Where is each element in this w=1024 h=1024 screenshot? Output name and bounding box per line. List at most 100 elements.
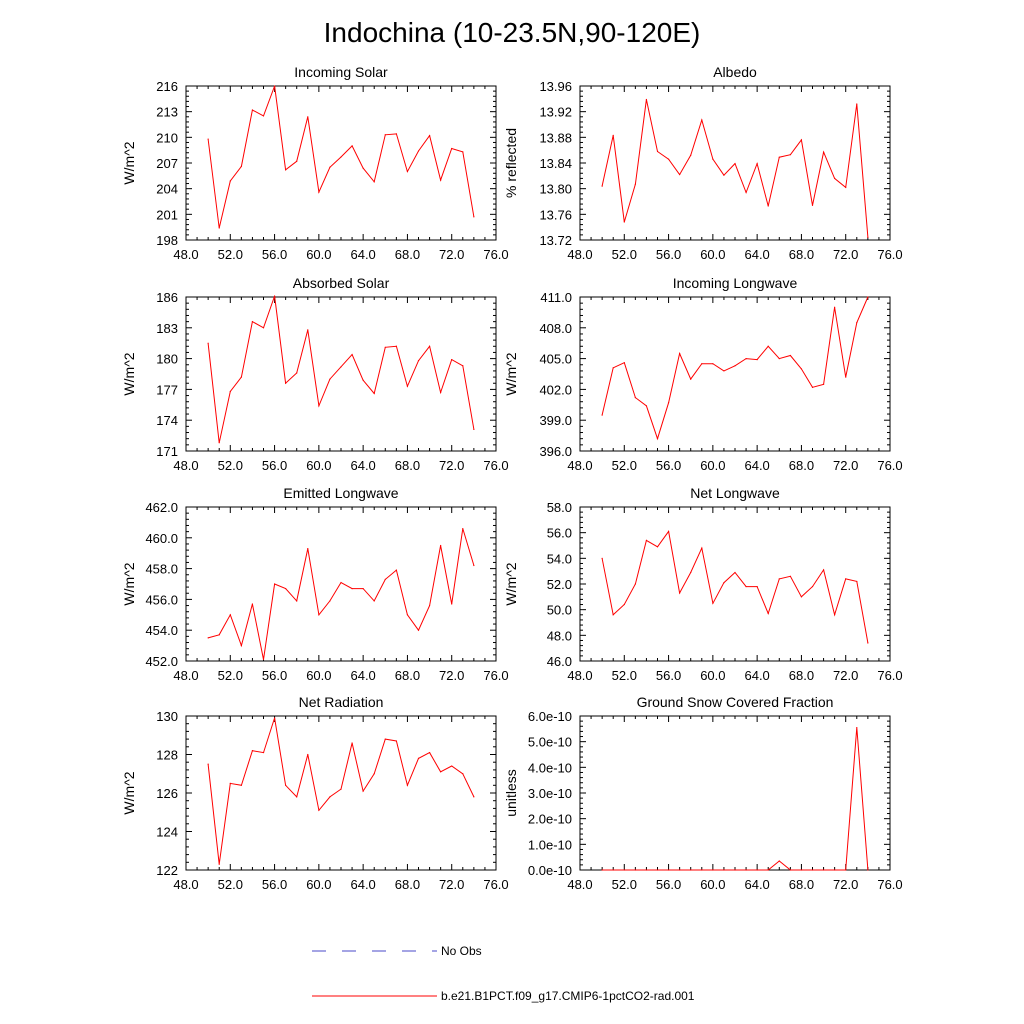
data-point (307, 547, 309, 550)
data-point (767, 205, 769, 207)
series-line (207, 717, 475, 865)
legend-label: b.e21.B1PCT.f09_g17.CMIP6-1pctCO2-rad.00… (441, 989, 695, 1003)
series-line (601, 296, 869, 441)
y-axis-label: W/m^2 (503, 562, 519, 605)
x-tick-label: 72.0 (439, 877, 464, 892)
y-axis-label: W/m^2 (503, 352, 519, 395)
data-point (307, 116, 309, 118)
data-point (679, 173, 681, 176)
data-point (834, 177, 836, 179)
data-point (262, 658, 265, 661)
data-point (623, 603, 625, 606)
data-point (451, 359, 453, 361)
data-point (656, 438, 659, 440)
x-tick-label: 68.0 (395, 247, 420, 262)
data-point (679, 592, 681, 594)
series-line (601, 530, 869, 644)
data-point (440, 544, 442, 547)
legend-item: b.e21.B1PCT.f09_g17.CMIP6-1pctCO2-rad.00… (312, 989, 695, 1003)
data-point (428, 345, 431, 347)
data-point (756, 163, 758, 165)
x-tick-label: 76.0 (483, 247, 508, 262)
data-point (406, 614, 409, 616)
x-tick-label: 60.0 (306, 458, 331, 473)
data-point (462, 365, 464, 367)
x-tick-label: 76.0 (483, 668, 508, 683)
data-point (845, 869, 847, 871)
data-point (329, 796, 331, 798)
data-point (612, 367, 614, 369)
chart-title: Emitted Longwave (283, 485, 398, 501)
x-tick-label: 68.0 (395, 458, 420, 473)
data-point (318, 614, 320, 616)
data-point (296, 600, 298, 602)
data-point (251, 109, 254, 111)
data-point (800, 869, 803, 871)
data-point (318, 405, 320, 407)
x-tick-label: 60.0 (306, 877, 331, 892)
y-tick-label: 128 (156, 748, 178, 763)
data-point (218, 442, 220, 444)
data-point (440, 391, 442, 394)
legend-label: No Obs (441, 944, 482, 958)
data-point (229, 390, 231, 393)
data-point (462, 773, 464, 775)
data-point (207, 763, 209, 765)
x-tick-label: 72.0 (439, 458, 464, 473)
x-tick-label: 52.0 (218, 877, 243, 892)
x-tick-label: 76.0 (877, 247, 902, 262)
data-point (229, 782, 231, 784)
y-tick-label: 460.0 (145, 531, 178, 546)
data-point (822, 383, 825, 385)
data-point (351, 145, 353, 147)
y-tick-label: 13.76 (539, 207, 572, 222)
data-point (428, 751, 431, 754)
x-tick-label: 68.0 (789, 458, 814, 473)
data-point (767, 345, 769, 347)
y-tick-label: 171 (156, 444, 178, 459)
chart-net-longwave: 48.0 52.0 56.0 60.0 64.0 68.0 72.0 76.046.048.0… (503, 485, 903, 683)
data-point (218, 863, 220, 865)
data-point (745, 191, 747, 194)
y-axis-label: W/m^2 (121, 352, 137, 395)
panel-grid: 48.0 52.0 56.0 60.0 64.0 68.0 72.0 76.0 198 201 20… (121, 64, 903, 892)
data-point (307, 329, 309, 331)
y-tick-label: 0.0e-10 (528, 863, 572, 878)
data-point (756, 585, 758, 588)
data-point (229, 180, 231, 182)
x-tick-label: 68.0 (395, 877, 420, 892)
data-point (745, 585, 747, 588)
data-point (723, 869, 725, 871)
data-point (778, 358, 780, 360)
data-point (789, 869, 791, 871)
data-point (623, 221, 625, 223)
data-point (417, 757, 420, 759)
x-tick-label: 64.0 (350, 668, 375, 683)
y-tick-label: 456.0 (145, 592, 178, 607)
y-tick-label: 126 (156, 786, 178, 801)
x-tick-label: 52.0 (612, 668, 637, 683)
data-point (207, 138, 209, 140)
y-tick-label: 183 (156, 321, 178, 336)
data-point (273, 583, 276, 585)
data-point (679, 352, 681, 355)
x-tick-label: 60.0 (700, 877, 725, 892)
data-point (690, 378, 692, 380)
series-line (207, 295, 475, 443)
data-point (395, 345, 397, 347)
data-point (612, 134, 614, 137)
data-point (845, 376, 847, 378)
data-point (811, 386, 814, 388)
y-tick-label: 52.0 (547, 577, 572, 592)
data-point (251, 603, 254, 605)
data-point (362, 379, 364, 381)
x-tick-label: 52.0 (612, 247, 637, 262)
data-point (207, 342, 209, 344)
x-tick-label: 48.0 (567, 458, 592, 473)
x-tick-label: 60.0 (700, 247, 725, 262)
data-point (734, 365, 736, 367)
data-point (701, 363, 703, 365)
data-point (318, 191, 320, 193)
data-point (384, 738, 386, 740)
